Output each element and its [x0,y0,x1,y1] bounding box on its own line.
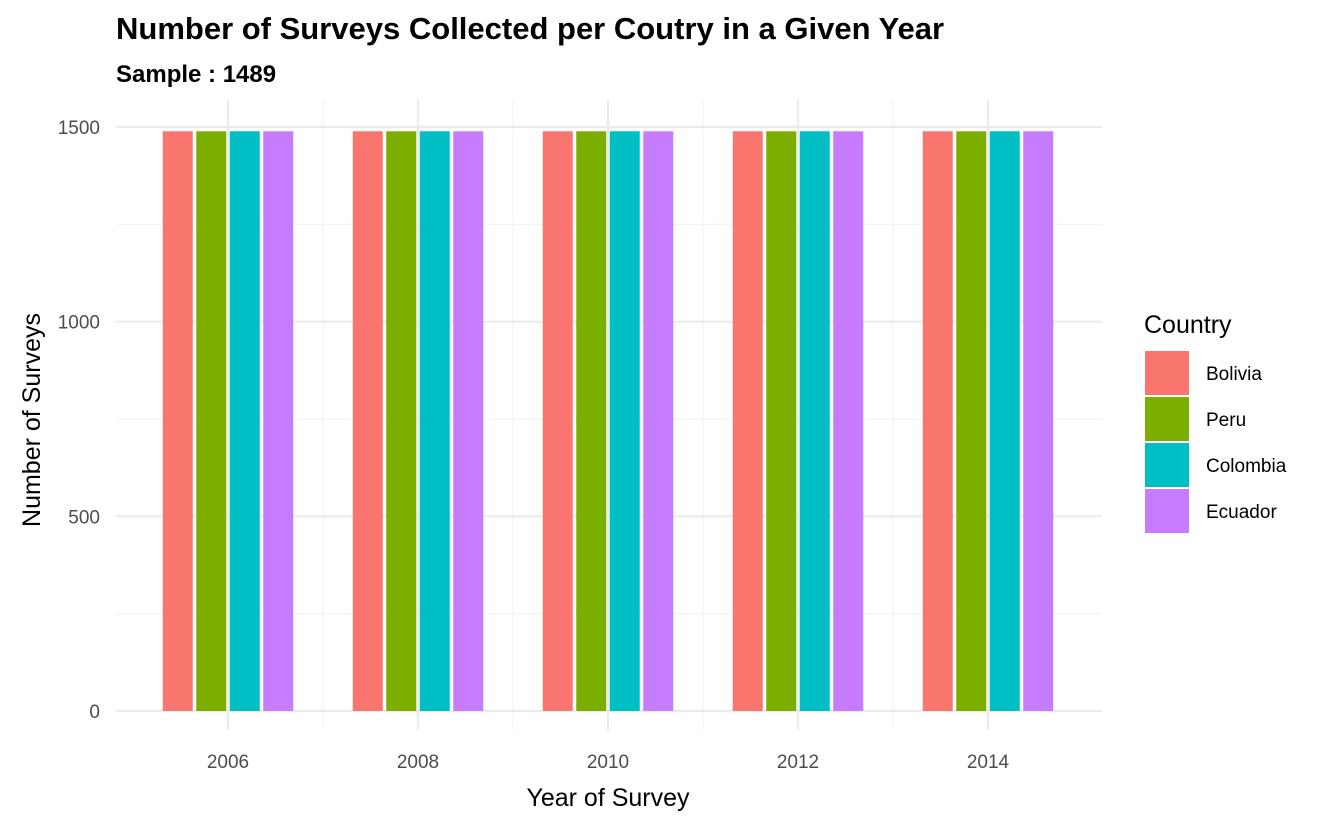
legend-swatch-colombia [1145,443,1189,487]
bar-bolivia-2006 [162,131,193,712]
y-tick-label: 1000 [58,313,100,334]
bar-ecuador-2006 [263,131,294,712]
x-axis-ticks: 2006 2008 2010 2012 2014 [207,752,1010,773]
bar-colombia-2008 [419,131,450,712]
bar-peru-2008 [386,131,417,712]
bar-peru-2014 [956,131,987,712]
x-tick-label: 2008 [397,752,439,773]
chart-subtitle: Sample : 1489 [116,61,276,88]
bar-ecuador-2012 [833,131,864,712]
bar-ecuador-2008 [453,131,484,712]
x-tick-label: 2012 [777,752,819,773]
legend-swatch-ecuador [1145,489,1189,533]
bar-peru-2010 [576,131,607,712]
y-axis-ticks: 0 500 1000 1500 [58,118,100,723]
x-tick-label: 2006 [207,752,249,773]
legend-swatch-peru [1145,397,1189,441]
y-tick-label: 1500 [58,118,100,139]
legend: Country Bolivia Peru Colombia Ecuador [1144,311,1287,533]
bar-peru-2006 [196,131,227,712]
y-tick-label: 0 [89,702,100,723]
legend-label-peru: Peru [1206,410,1246,431]
bar-colombia-2010 [609,131,640,712]
bar-ecuador-2010 [643,131,674,712]
x-tick-label: 2014 [967,752,1010,773]
bar-bolivia-2012 [732,131,763,712]
y-tick-label: 500 [68,507,100,528]
x-axis-label: Year of Survey [526,784,690,812]
bar-colombia-2012 [799,131,830,712]
bars [162,131,1054,712]
bar-bolivia-2014 [922,131,953,712]
legend-swatch-bolivia [1145,351,1189,395]
x-tick-label: 2010 [587,752,629,773]
bar-bolivia-2010 [542,131,573,712]
bar-colombia-2006 [229,131,260,712]
bar-ecuador-2014 [1023,131,1054,712]
y-axis-label: Number of Surveys [18,313,46,527]
bar-bolivia-2008 [352,131,383,712]
legend-label-bolivia: Bolivia [1206,364,1262,385]
chart-title: Number of Surveys Collected per Coutry i… [116,11,944,46]
legend-label-colombia: Colombia [1206,456,1287,477]
bar-peru-2012 [766,131,797,712]
bar-colombia-2014 [989,131,1020,712]
legend-title: Country [1144,311,1232,339]
legend-label-ecuador: Ecuador [1206,502,1277,523]
